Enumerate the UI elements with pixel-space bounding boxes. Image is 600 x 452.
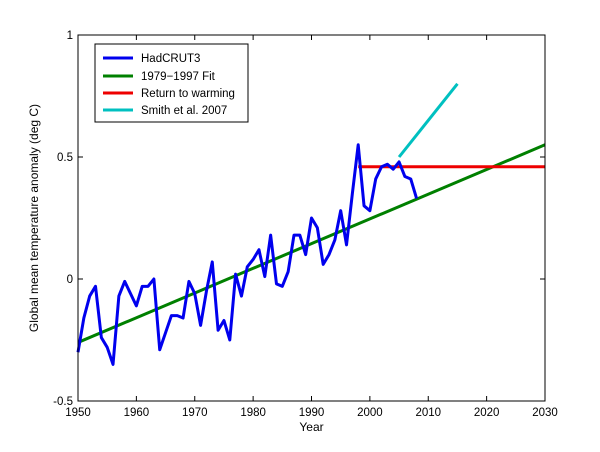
x-tick-label: 2010 (415, 407, 441, 419)
legend-label-hadcrut3: HadCRUT3 (141, 53, 200, 65)
y-tick-label: 0.5 (57, 152, 73, 164)
x-tick-label: 1980 (240, 407, 266, 419)
x-tick-label: 2030 (532, 407, 558, 419)
legend-label-fit: 1979−1997 Fit (141, 71, 216, 83)
y-tick-label: 1 (67, 30, 73, 42)
x-tick-label: 2020 (474, 407, 500, 419)
x-tick-label: 1970 (182, 407, 208, 419)
x-tick-label: 1960 (124, 407, 150, 419)
tick-layer: 1950 1960 1970 1980 1990 2000 2010 2020 2030 -0.5… (53, 30, 558, 419)
y-tick-label: 0 (67, 274, 73, 286)
legend-label-smith-2007: Smith et al. 2007 (141, 105, 227, 117)
y-tick-label: -0.5 (53, 396, 73, 408)
series-line-1979-1997-fit (77, 143, 546, 344)
series-line-hadcrut3 (76, 143, 419, 366)
y-axis-label: Global mean temperature anomaly (deg C) (27, 104, 41, 332)
legend: HadCRUT3 1979−1997 Fit Return to warming… (94, 43, 249, 123)
x-axis-label: Year (299, 420, 323, 434)
x-tick-label: 1990 (299, 407, 325, 419)
series-layer (76, 82, 546, 366)
x-tick-label: 1950 (65, 407, 91, 419)
legend-label-return-to-warming: Return to warming (141, 88, 235, 100)
x-tick-label: 2000 (357, 407, 383, 419)
series-line-smith-et-al-2007 (397, 82, 459, 158)
